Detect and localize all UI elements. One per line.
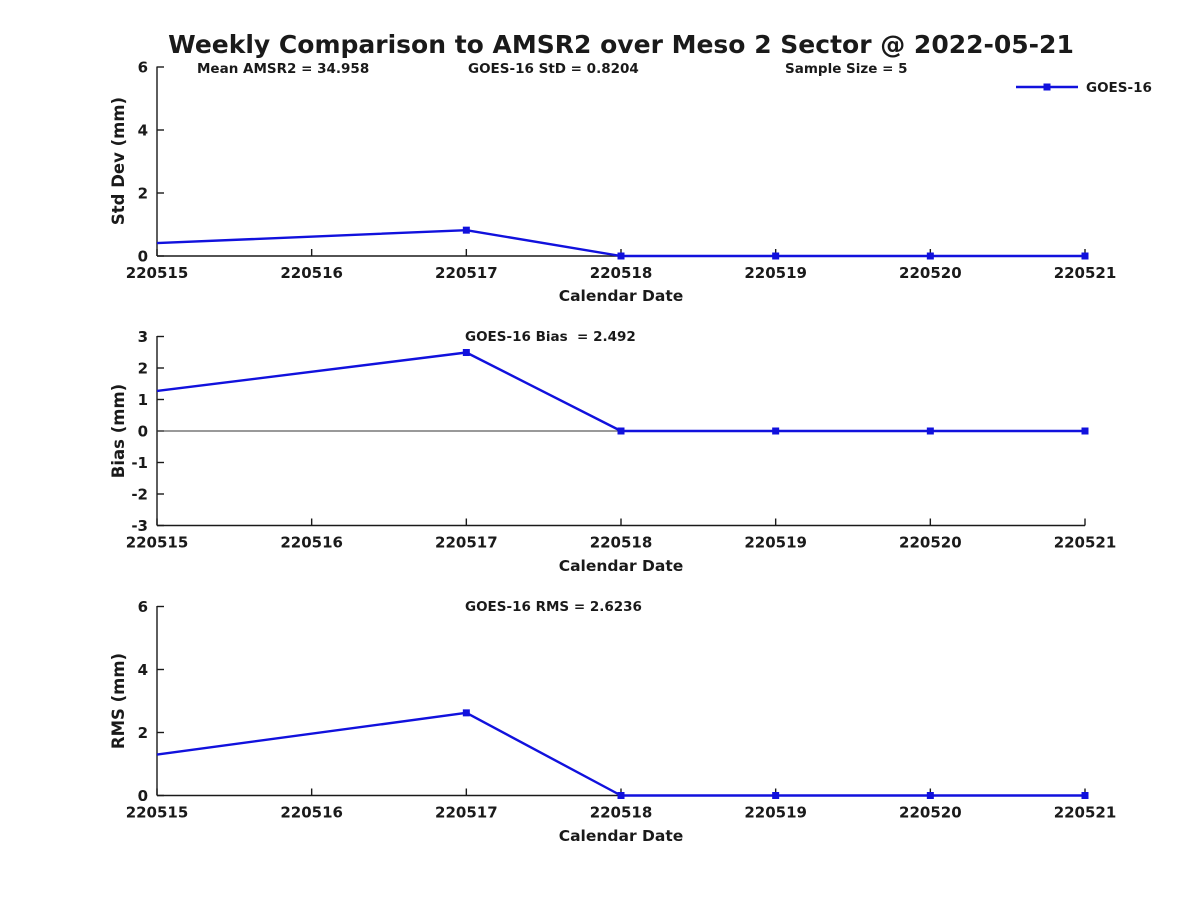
y-tick-label: 2 [138,724,148,742]
y-tick-label: 4 [138,661,148,679]
x-tick-label: 220515 [126,804,189,822]
y-tick-label: -2 [131,486,148,504]
x-tick-label: 220521 [1054,804,1117,822]
x-tick-label: 220519 [744,264,807,282]
x-axis-label-std-dev: Calendar Date [558,287,684,305]
y-tick-label: 3 [138,328,148,346]
x-tick-label: 220516 [280,264,343,282]
y-tick-label: 0 [138,423,148,441]
x-tick-label: 220520 [899,804,962,822]
x-axis-label-bias: Calendar Date [558,557,684,575]
x-axis-label-rms: Calendar Date [558,827,684,845]
x-tick-label: 220521 [1054,264,1117,282]
y-tick-label: 2 [138,360,148,378]
x-tick-label: 220520 [899,264,962,282]
y-tick-label: 4 [138,122,148,140]
y-tick-label: 6 [138,59,148,77]
x-tick-label: 220521 [1054,534,1117,552]
data-marker [926,252,934,260]
y-tick-label: -1 [131,454,148,472]
x-tick-label: 220518 [590,534,653,552]
annotation-goes16-bias: GOES-16 Bias = 2.492 [465,329,636,345]
x-tick-label: 220518 [590,804,653,822]
x-tick-label: 220516 [280,534,343,552]
data-marker [772,792,780,799]
x-tick-label: 220519 [744,804,807,822]
y-tick-label: 6 [138,598,148,616]
data-marker [1081,427,1089,435]
data-marker [617,427,625,435]
y-tick-label: -3 [131,517,148,535]
y-tick-label: 1 [138,391,148,409]
x-tick-label: 220515 [126,264,189,282]
x-tick-label: 220520 [899,534,962,552]
x-tick-label: 220516 [280,804,343,822]
annotation-sample-size: Sample Size = 5 [785,61,908,77]
y-tick-label: 0 [138,787,148,805]
data-line [156,351,1085,433]
x-tick-label: 220518 [590,264,653,282]
x-tick-label: 220519 [744,534,807,552]
x-tick-label: 220515 [126,534,189,552]
y-tick-label: 2 [138,185,148,203]
data-marker [617,792,625,799]
annotation-goes16-rms: GOES-16 RMS = 2.6236 [465,599,642,615]
data-marker [617,252,625,260]
x-tick-label: 220517 [435,804,498,822]
legend-label: GOES-16 [1086,80,1152,96]
data-marker [462,709,470,717]
x-tick-label: 220517 [435,534,498,552]
legend-marker [1043,83,1051,91]
y-tick-label: 0 [138,248,148,266]
data-marker [462,226,470,234]
data-marker [772,252,780,260]
data-marker [1081,252,1089,260]
data-marker [772,427,780,435]
annotation-mean-amsr2: Mean AMSR2 = 34.958 [197,61,370,77]
annotation-goes16-std: GOES-16 StD = 0.8204 [468,61,639,77]
data-marker [462,349,470,357]
data-marker [1081,792,1089,799]
data-marker [926,427,934,435]
data-line [156,711,1085,797]
chart-title: Weekly Comparison to AMSR2 over Meso 2 S… [168,30,1074,59]
x-tick-label: 220517 [435,264,498,282]
data-line [156,228,1085,258]
data-marker [926,792,934,799]
